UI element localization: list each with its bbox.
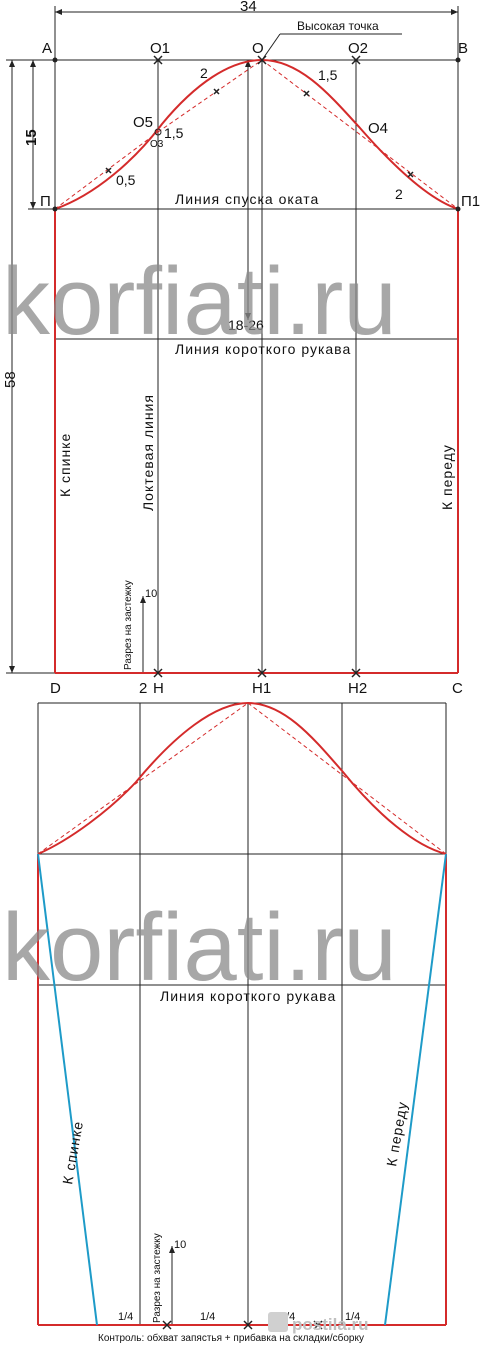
cap-depth-text: 15 <box>23 129 40 146</box>
bottom-markers <box>162 1320 323 1330</box>
top-construction-grid <box>6 6 459 674</box>
point-dot <box>455 206 461 212</box>
offset-lower-back: 0,5 <box>116 172 136 188</box>
bottom-sleeve-outline <box>37 701 447 1326</box>
arrow-icon <box>245 60 251 67</box>
quarter-label-1: 1/4 <box>118 1311 133 1323</box>
top-sleeve-outline <box>54 58 459 674</box>
arrow-icon <box>169 1246 175 1253</box>
postila-logo-icon <box>268 1312 288 1332</box>
slit-label-top: Разрез на застежку <box>123 580 134 670</box>
point-label-o1: О1 <box>150 40 170 57</box>
point-dot <box>154 128 162 136</box>
cross-marker-icon <box>407 171 414 178</box>
offset-upper-front: 1,5 <box>318 67 338 83</box>
cross-marker-icon <box>243 1320 253 1330</box>
bottom-sleeve-cap-curve <box>37 701 447 855</box>
elbow-line-label: Локтевая линия <box>140 394 156 511</box>
point-label-h1: Н1 <box>252 680 271 697</box>
watermark-text-bottom: korfiati.ru <box>2 894 397 1001</box>
corner-watermark: postila.ru <box>268 1312 369 1334</box>
bottom-construction-grid <box>37 702 447 1325</box>
corner-watermark-text: postila.ru <box>292 1315 369 1334</box>
bottom-taper-lines <box>37 853 447 1326</box>
point-label-a: А <box>42 40 52 57</box>
back-upper-guide <box>157 59 263 133</box>
slit-length-bottom: 10 <box>174 1239 186 1251</box>
offset-lower-front: 2 <box>395 186 403 202</box>
bottom-back-guide <box>37 702 249 855</box>
cap-line-label: Линия спуска оката <box>175 191 319 207</box>
point-dot <box>455 57 461 63</box>
point-label-d: D <box>50 680 61 697</box>
bottom-front-guide <box>247 702 447 855</box>
back-label-top: К спинке <box>57 433 73 497</box>
cross-marker-icon <box>313 1320 323 1330</box>
dimension-arrows <box>9 9 458 673</box>
point-label-o: О <box>252 40 264 57</box>
control-note: Контроль: обхват запястья + прибавка на … <box>98 1332 364 1344</box>
height-dimension-text: 58 <box>2 371 19 388</box>
quarter-label-2: 1/4 <box>200 1311 215 1323</box>
top-markers <box>105 55 414 678</box>
point-label-o2: О2 <box>348 40 368 57</box>
cross-marker-icon <box>351 55 361 65</box>
slit-offset-text: 2 <box>139 680 147 697</box>
front-label-top: К переду <box>439 444 455 510</box>
arrow-icon <box>451 9 458 15</box>
point-label-b: В <box>458 40 468 57</box>
cross-marker-icon <box>213 88 220 95</box>
point-label-p: П <box>40 193 51 210</box>
watermark-text-top: korfiati.ru <box>2 248 397 355</box>
short-sleeve-label-top: Линия короткого рукава <box>175 341 351 357</box>
back-label-bottom: К спинке <box>59 1119 86 1185</box>
point-label-h2: Н2 <box>348 680 367 697</box>
cross-marker-icon <box>351 668 361 678</box>
point-label-c: С <box>452 680 463 697</box>
short-sleeve-label-bottom: Линия короткого рукава <box>160 988 336 1004</box>
arrow-icon <box>55 9 62 15</box>
arrow-icon <box>245 313 251 320</box>
front-taper-line <box>384 853 447 1326</box>
front-guide <box>261 59 459 210</box>
point-label-o3: О3 <box>150 139 164 150</box>
arrow-icon <box>9 60 15 67</box>
arrow-icon <box>140 596 146 603</box>
cap-height-range: 18-26 <box>228 317 264 333</box>
top-cap-guides <box>54 59 459 210</box>
cross-marker-icon <box>153 668 163 678</box>
slit-length-top: 10 <box>145 588 157 600</box>
cross-marker-icon <box>303 90 310 97</box>
high-point-leader <box>261 33 281 61</box>
point-label-o5: О5 <box>133 114 153 131</box>
bottom-cap-guides <box>37 702 447 855</box>
point-dot <box>52 206 58 212</box>
cross-marker-icon <box>162 1320 172 1330</box>
point-dot <box>52 57 58 63</box>
width-dimension-text: 34 <box>240 0 257 15</box>
arrow-icon <box>30 60 36 67</box>
cross-marker-icon <box>257 55 267 65</box>
arrow-icon <box>30 202 36 209</box>
cross-marker-icon <box>257 668 267 678</box>
offset-upper-back: 2 <box>200 65 208 81</box>
quarter-label-4: 1/4 <box>345 1311 360 1323</box>
offset-o5: 1,5 <box>164 125 184 141</box>
point-label-h: Н <box>153 680 164 697</box>
high-point-label: Высокая точка <box>297 19 379 33</box>
slit-label-bottom: Разрез на застежку <box>152 1233 163 1323</box>
point-label-o4: О4 <box>368 120 388 137</box>
back-lower-guide <box>54 131 159 210</box>
cross-marker-icon <box>153 55 163 65</box>
point-label-p1: П1 <box>461 193 480 210</box>
back-taper-line <box>37 853 98 1326</box>
cross-marker-icon <box>105 167 112 174</box>
arrow-icon <box>9 666 15 673</box>
